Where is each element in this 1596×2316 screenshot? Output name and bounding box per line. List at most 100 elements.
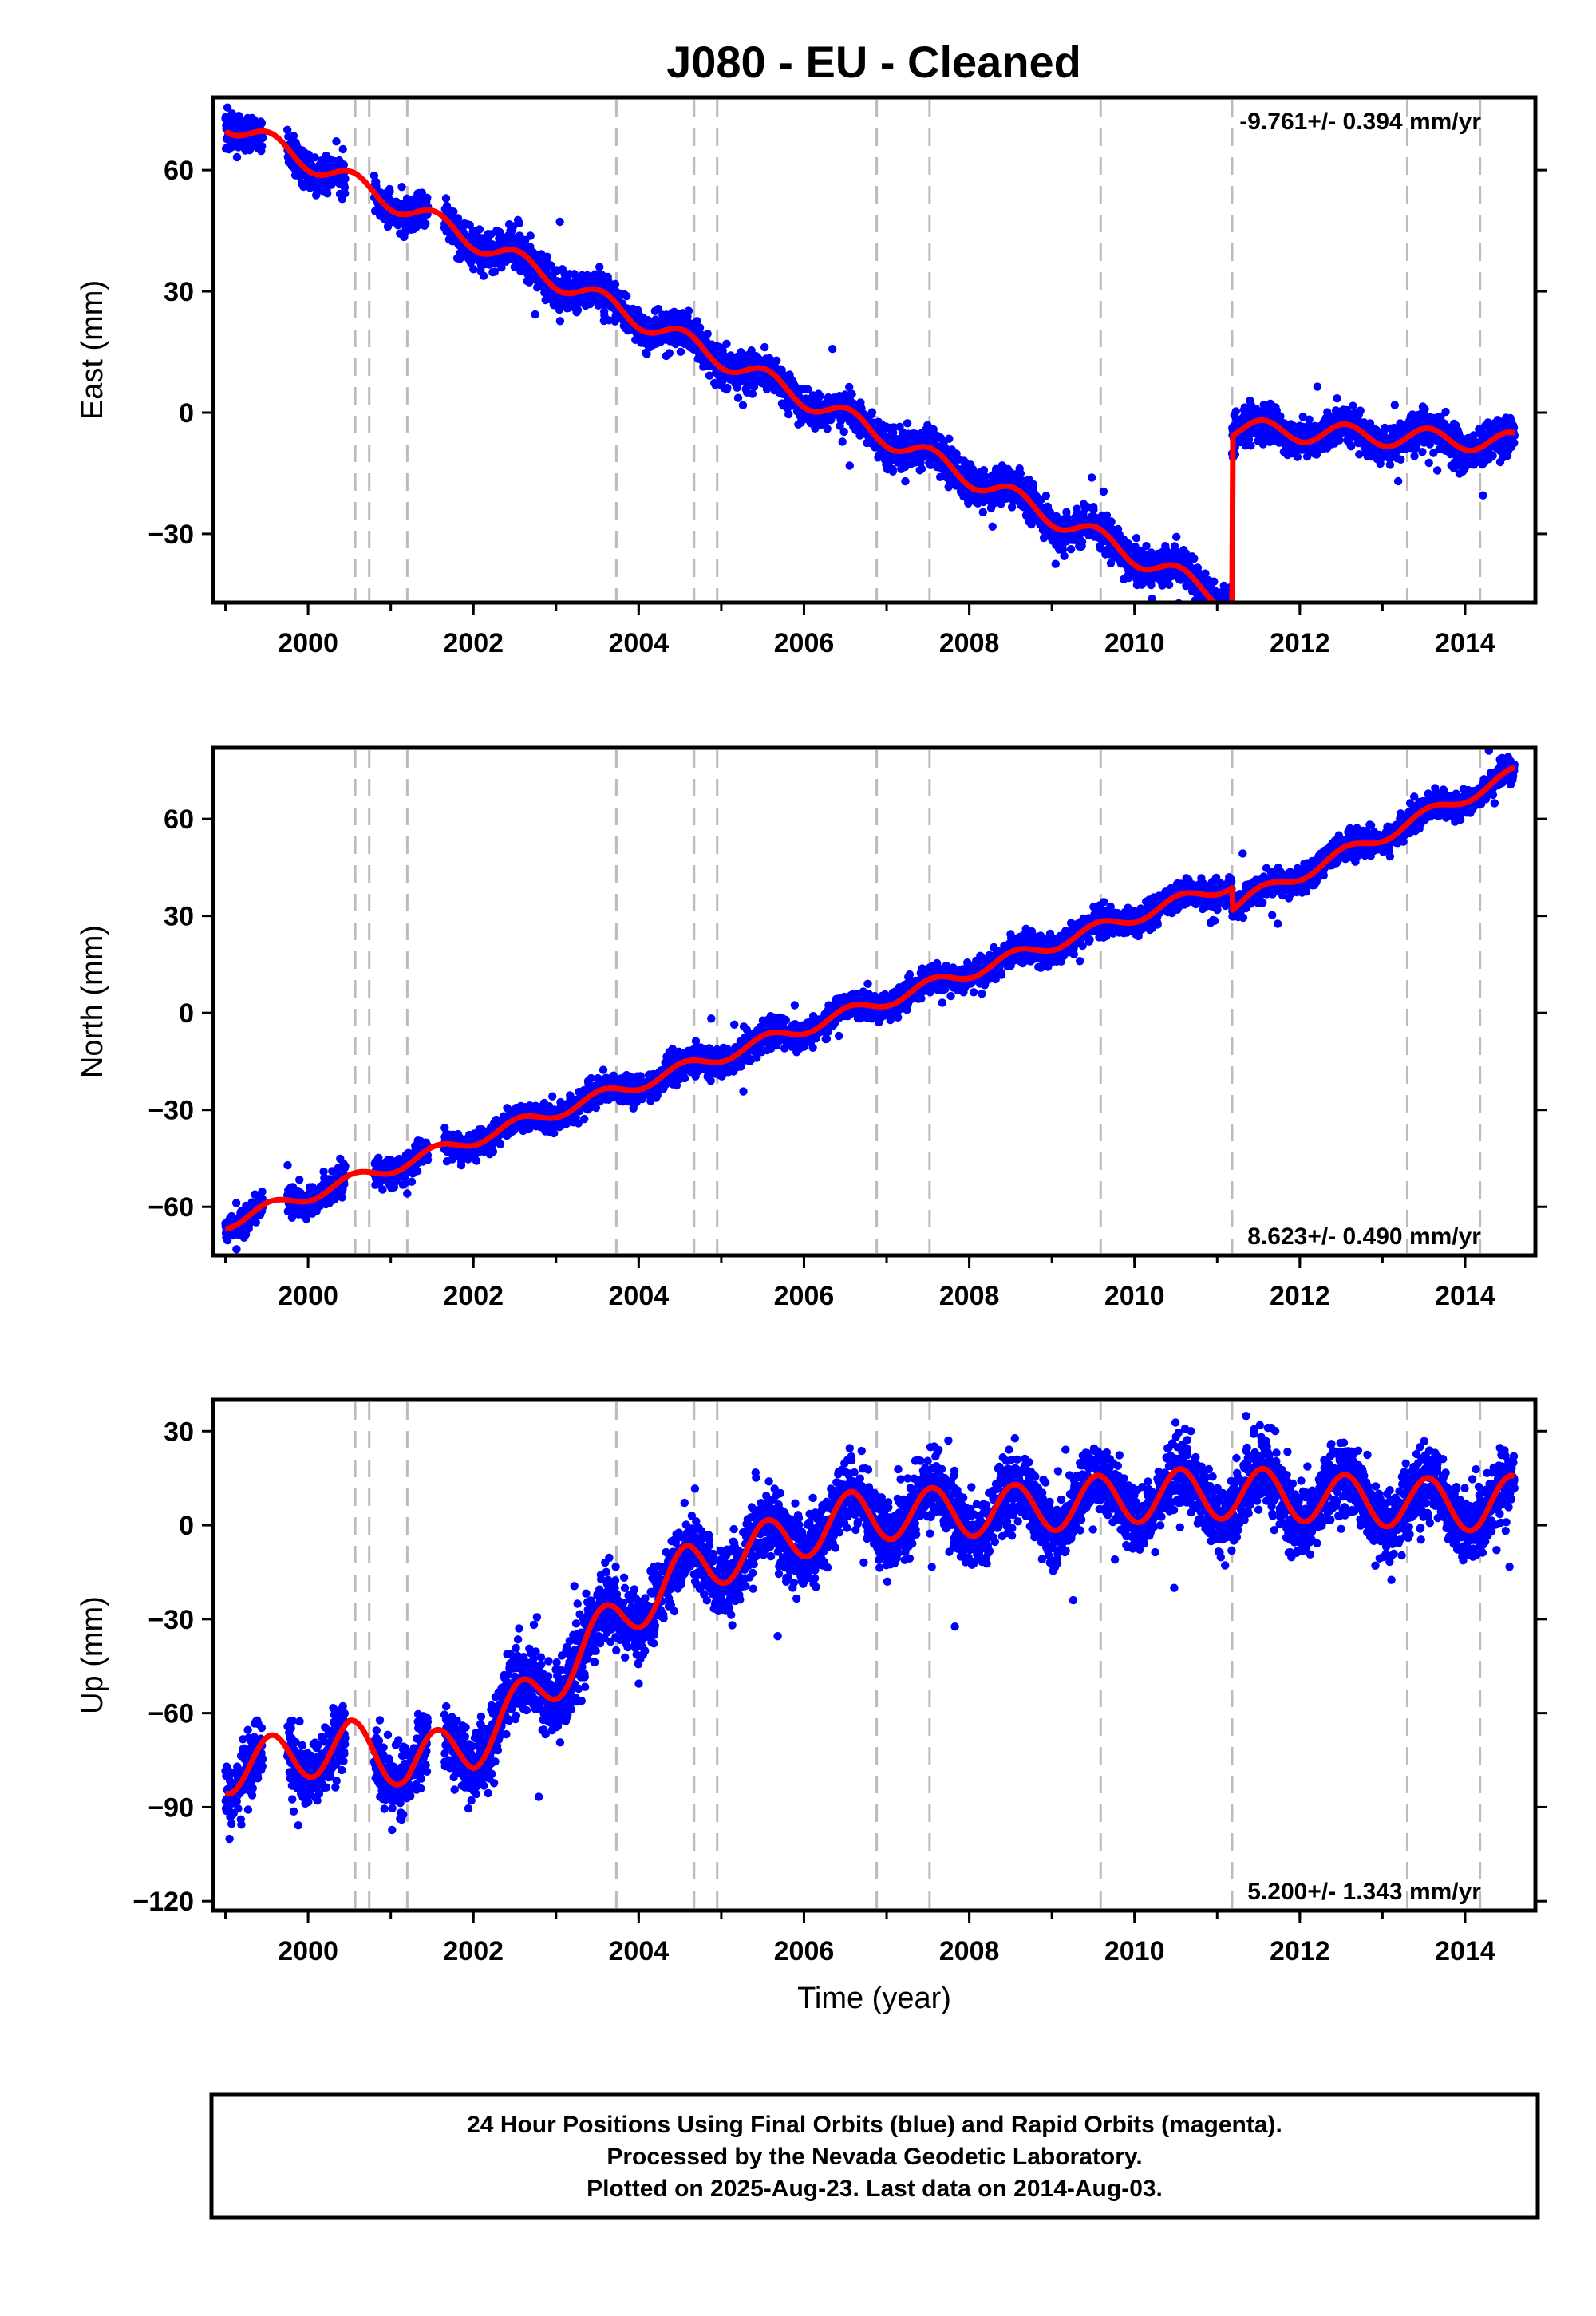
data-point [642,350,651,358]
data-point [748,389,757,398]
data-point [397,183,406,192]
data-point [723,383,732,393]
data-point [341,189,350,198]
data-point [1227,607,1235,615]
data-point [1204,607,1212,615]
data-point [1207,605,1215,613]
data-point [289,132,298,140]
data-point [1220,604,1228,612]
data-point [465,220,474,230]
data-point [1396,455,1405,464]
data-point [838,437,847,446]
data-point [332,137,341,146]
data-point [823,425,832,433]
data-point [1211,606,1219,614]
data-point [1172,532,1181,541]
data-point [515,219,523,227]
data-point [772,356,781,365]
data-point [1107,517,1116,526]
data-point [622,291,631,301]
data-point [695,323,705,332]
data-point [1219,614,1227,622]
data-point [232,152,242,162]
data-point [1228,614,1236,622]
data-point [888,467,898,476]
data-point [1218,618,1226,626]
data-point [610,279,620,289]
data-point [497,263,506,272]
data-point [816,392,824,401]
data-point [469,265,478,274]
data-point [479,271,488,280]
data-point [1231,407,1241,416]
data-point [449,207,458,216]
data-point [1293,453,1302,461]
data-point [526,231,535,240]
data-point [573,306,583,314]
data-point [555,317,565,326]
data-point [1190,554,1199,563]
data-point [722,339,731,348]
data-point [839,427,848,437]
data-point [1207,605,1215,613]
data-point [1356,406,1365,415]
data-point [1211,610,1219,618]
data-point [1220,615,1228,623]
data-point [570,270,579,279]
data-point [978,508,988,516]
data-point [1225,611,1233,619]
data-point [1218,611,1226,619]
data-point [1223,614,1231,622]
data-point [1210,577,1219,586]
data-point [258,142,267,151]
data-point [1142,542,1151,551]
data-point [258,133,267,143]
data-point [828,345,837,354]
data-point [1208,610,1216,618]
data-point [1227,604,1235,612]
data-point [223,103,232,112]
data-point [945,434,954,443]
data-point [845,461,855,470]
data-point [1077,537,1087,547]
data-point [1227,615,1235,622]
data-point [299,182,308,192]
data-point [1313,382,1322,391]
data-point [1202,610,1210,618]
data-point [1099,487,1108,496]
data-point [1208,607,1216,615]
data-point [1205,608,1213,616]
data-point [1041,492,1051,500]
data-point [676,347,685,356]
data-point [555,217,564,227]
data-point [385,187,394,196]
data-point [1088,473,1096,482]
data-point [1215,621,1223,629]
data-point [543,252,551,261]
data-point [733,393,743,402]
data-point [1016,469,1025,478]
data-point [1132,534,1141,543]
data-point [490,267,500,276]
data-point [1060,551,1069,560]
data-point [901,476,910,486]
data-point [475,225,484,234]
data-point [604,316,614,325]
data-point [1066,545,1076,554]
data-point [341,174,350,184]
data-point [283,125,292,134]
data-point [340,183,350,192]
data-point [322,189,332,198]
data-point [703,330,712,338]
data-point [1221,607,1229,615]
data-point [1051,559,1061,568]
data-point [1246,441,1255,450]
data-point [917,464,926,473]
data-point [903,419,912,428]
data-point [531,310,539,319]
data-point [867,408,877,417]
data-point [1305,415,1314,424]
data-point [338,144,347,154]
data-point [1226,611,1234,619]
